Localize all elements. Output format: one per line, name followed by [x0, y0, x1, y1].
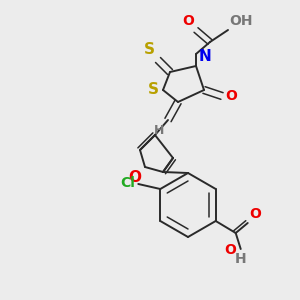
Text: Cl: Cl: [120, 176, 135, 190]
Text: O: O: [250, 207, 262, 221]
Text: H: H: [154, 124, 164, 137]
Text: S: S: [144, 42, 155, 57]
Text: H: H: [235, 252, 247, 266]
Text: O: O: [224, 243, 236, 257]
Text: N: N: [199, 49, 212, 64]
Text: O: O: [128, 170, 141, 185]
Text: O: O: [225, 89, 237, 103]
Text: S: S: [148, 82, 159, 98]
Text: O: O: [182, 14, 194, 28]
Text: OH: OH: [229, 14, 253, 28]
